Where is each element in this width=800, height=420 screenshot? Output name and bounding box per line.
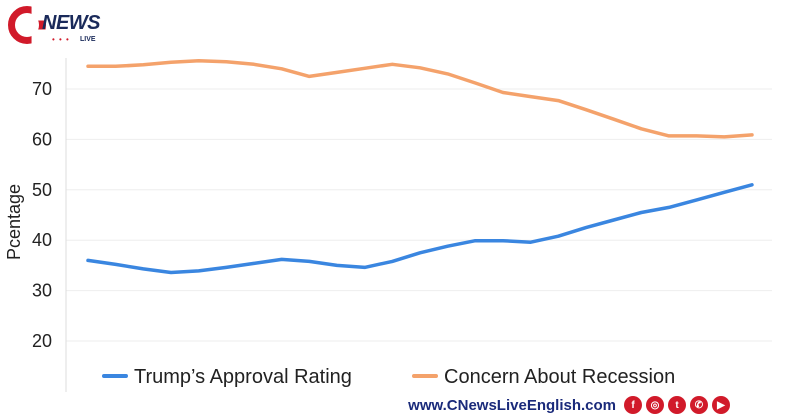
twitter-icon[interactable]: t [668, 396, 686, 414]
grid [66, 88, 772, 342]
legend-label: Trump’s Approval Rating [134, 366, 352, 388]
y-tick-label: 50 [32, 180, 52, 200]
y-tick-label: 40 [32, 230, 52, 250]
y-tick-label: 20 [32, 331, 52, 351]
y-tick-label: 60 [32, 129, 52, 149]
instagram-icon[interactable]: ◎ [646, 396, 664, 414]
legend-label: Concern About Recession [444, 366, 675, 388]
social-icons: f ◎ t ✆ ▶ [624, 396, 730, 414]
legend: Trump’s Approval Rating Concern About Rec… [102, 366, 675, 388]
y-tick-labels: 20 30 40 50 60 70 [32, 79, 52, 351]
logo-dots: • • • [52, 35, 70, 44]
youtube-icon[interactable]: ▶ [712, 396, 730, 414]
logo-text: NEWS [42, 12, 101, 34]
logo-c-mark [8, 6, 46, 44]
footer: www.CNewsLiveEnglish.com f ◎ t ✆ ▶ [408, 396, 730, 414]
y-axis-title: Pcentage [4, 184, 24, 260]
logo: NEWS • • • LIVE [6, 4, 106, 50]
website-link[interactable]: www.CNewsLiveEnglish.com [408, 396, 616, 414]
whatsapp-icon[interactable]: ✆ [690, 396, 708, 414]
facebook-icon[interactable]: f [624, 396, 642, 414]
series [86, 59, 754, 275]
series-line-recession [86, 59, 754, 139]
y-tick-label: 70 [32, 79, 52, 99]
series-line-approval [86, 183, 754, 275]
logo-subtext: LIVE [80, 36, 96, 43]
y-tick-label: 30 [32, 281, 52, 301]
